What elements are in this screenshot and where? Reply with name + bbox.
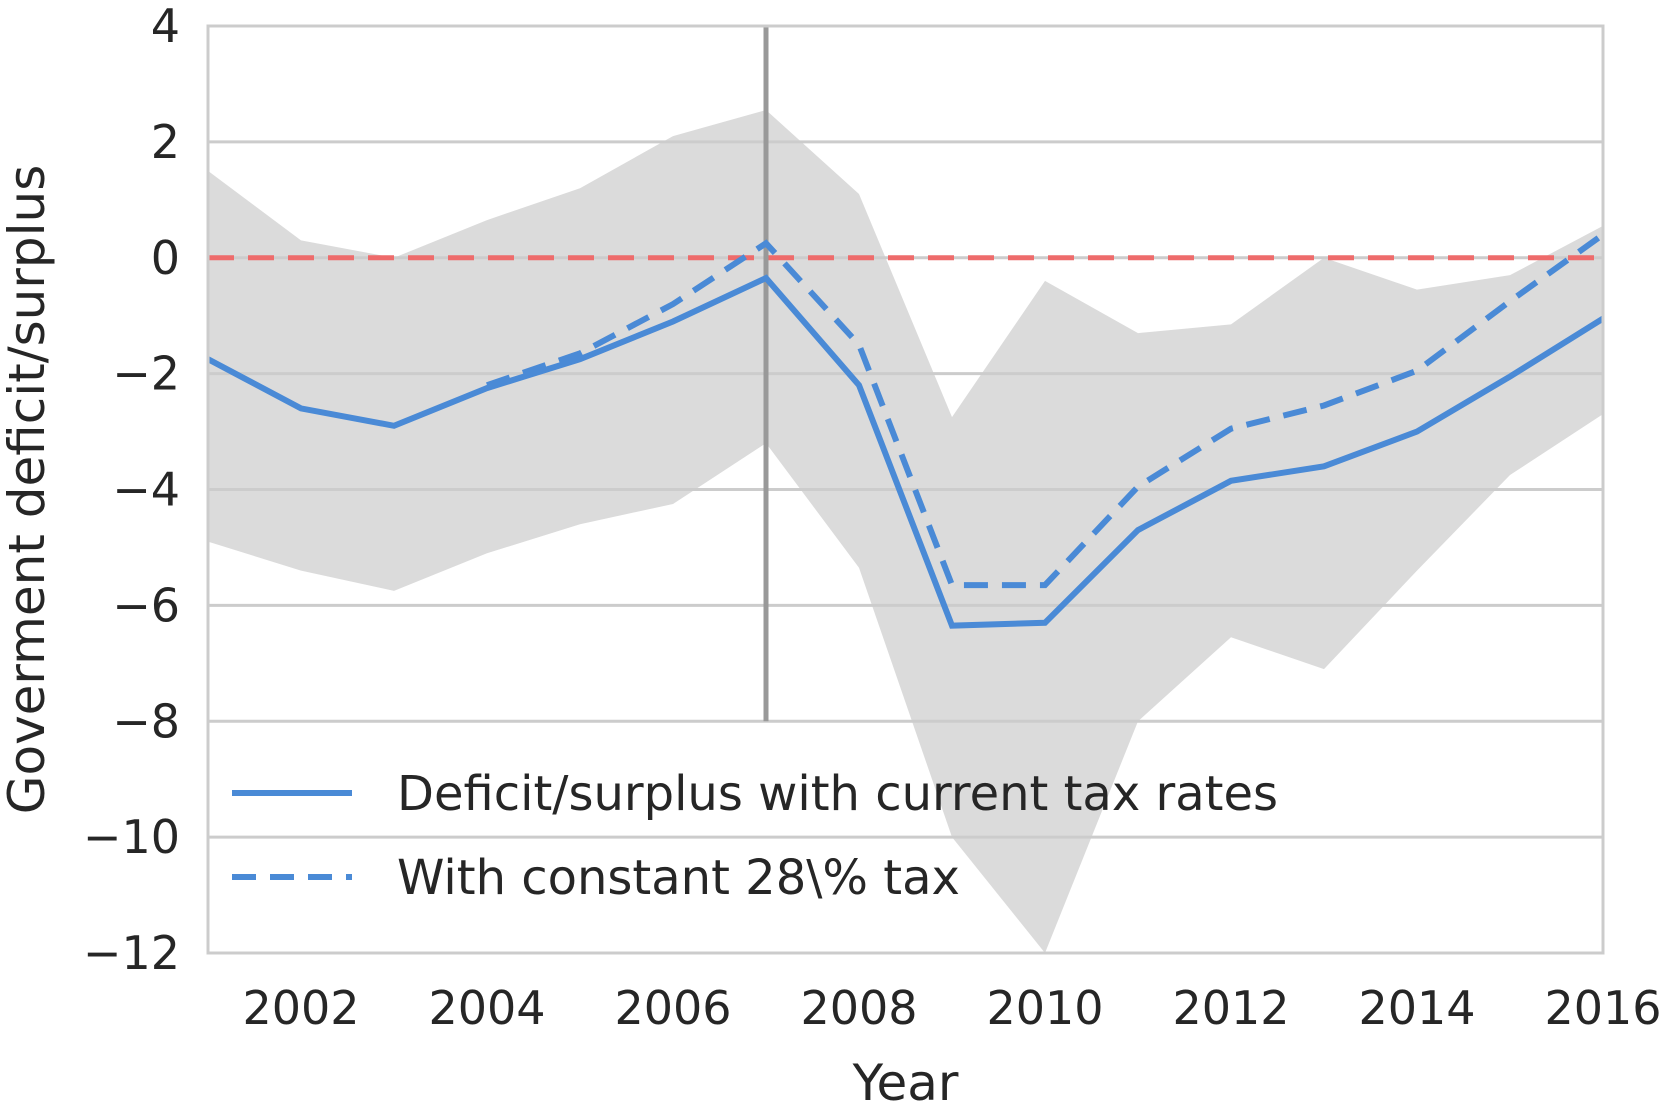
legend-label-constant-tax: With constant 28\% tax [397, 850, 960, 906]
x-tick-label: 2002 [242, 981, 359, 1035]
x-tick-label: 2016 [1544, 981, 1661, 1035]
x-tick-label: 2006 [614, 981, 731, 1035]
x-tick-label: 2008 [800, 981, 917, 1035]
legend-label-current-tax: Deficit/surplus with current tax rates [397, 766, 1278, 822]
confidence-band [208, 110, 1603, 953]
x-tick-label: 2010 [986, 981, 1103, 1035]
y-tick-label: 0 [151, 231, 180, 285]
y-tick-label: −2 [112, 347, 180, 401]
y-tick-labels: 4 2 0 −2 −4 −6 −8 −10 −12 [83, 0, 180, 980]
grid-layer [208, 140, 1603, 839]
plot-frame [206, 24, 1605, 955]
x-tick-labels: 2002 2004 2006 2008 2010 2012 2014 2016 [242, 981, 1661, 1035]
y-tick-label: −6 [112, 578, 180, 632]
y-axis-title: Goverment deficit/surplus [0, 165, 56, 815]
y-tick-label: 4 [151, 0, 180, 53]
reference-lines-layer [208, 26, 1603, 722]
y-tick-label: −4 [112, 463, 180, 517]
x-tick-label: 2012 [1172, 981, 1289, 1035]
series-line-current-tax [206, 274, 1605, 629]
y-tick-label: −10 [83, 810, 180, 864]
confidence-band-layer [208, 110, 1603, 953]
y-tick-label: −8 [112, 694, 180, 748]
series-layer [206, 232, 1605, 629]
x-tick-label: 2014 [1358, 981, 1475, 1035]
legend: Deficit/surplus with current tax rates W… [232, 766, 1278, 906]
x-tick-label: 2004 [428, 981, 545, 1035]
y-tick-label: 2 [151, 115, 180, 169]
series-line-constant-tax [486, 232, 1605, 589]
x-axis-title: Year [852, 1054, 959, 1105]
y-tick-label: −12 [83, 926, 180, 980]
